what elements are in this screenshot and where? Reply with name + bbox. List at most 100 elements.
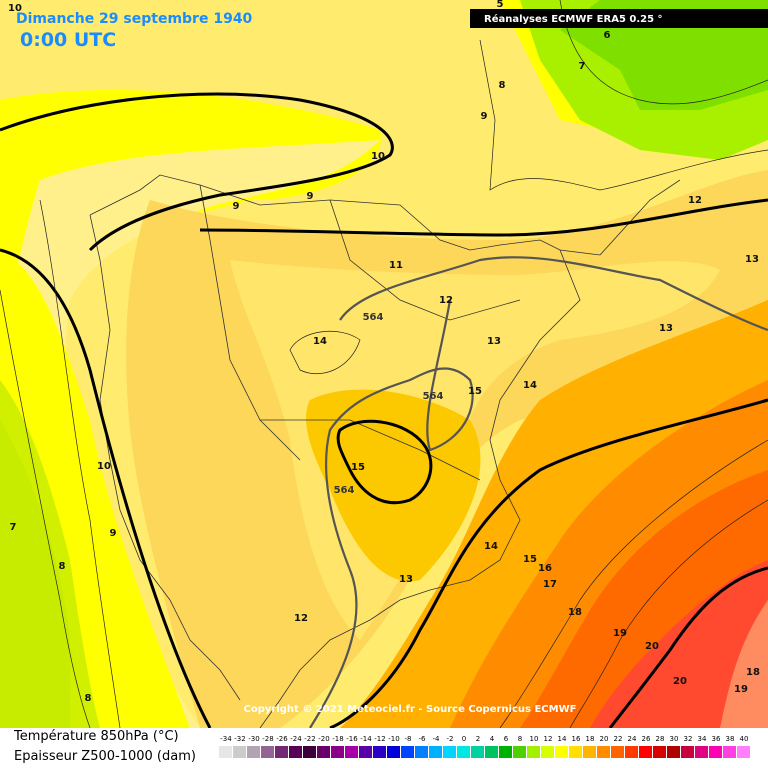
legend-value: 40: [740, 735, 749, 743]
contour-label: 20: [673, 676, 687, 687]
legend-swatch: [653, 746, 666, 758]
legend-swatch: [555, 746, 568, 758]
legend-value: -4: [433, 735, 441, 743]
contour-label: 7: [579, 61, 586, 72]
legend-swatch: [233, 746, 246, 758]
legend-swatch: [625, 746, 638, 758]
contour-label: 13: [399, 574, 413, 585]
legend-value: 4: [490, 735, 495, 743]
legend-value: 0: [462, 735, 466, 743]
contour-label: 11: [389, 260, 403, 271]
legend-swatch: [443, 746, 456, 758]
legend-value: 6: [504, 735, 509, 743]
contour-label: 15: [351, 462, 365, 473]
legend-value: -32: [234, 735, 245, 743]
legend-swatch: [471, 746, 484, 758]
legend-swatch: [219, 746, 232, 758]
thickness-line: [309, 256, 768, 729]
legend-value: -2: [447, 735, 454, 743]
legend-value: 26: [642, 735, 651, 743]
legend-value: 10: [530, 735, 539, 743]
contour-label: 18: [568, 607, 582, 618]
legend-value: 12: [544, 735, 553, 743]
contour-label: 8: [59, 561, 66, 572]
legend-value: 24: [628, 735, 637, 743]
legend-swatch: [499, 746, 512, 758]
legend-swatch: [527, 746, 540, 758]
legend-swatch: [737, 746, 750, 758]
contour-label: 10: [97, 461, 111, 472]
contour-label: 13: [745, 254, 759, 265]
contour-label: 9: [110, 528, 117, 539]
contour-label: 12: [439, 295, 453, 306]
contour-label: 15: [468, 386, 482, 397]
contour-label: 14: [313, 336, 327, 347]
legend-swatch: [247, 746, 260, 758]
copyright: Copyright © 2021 Meteociel.fr - Source C…: [244, 704, 577, 715]
contour-label: 8: [85, 693, 92, 704]
legend-value: 14: [558, 735, 567, 743]
legend-value: -16: [346, 735, 358, 743]
contour-label: 13: [659, 323, 673, 334]
contour-label: 5: [497, 0, 504, 10]
legend-swatch: [401, 746, 414, 758]
contour-label: 19: [734, 684, 748, 695]
legend-value: 38: [726, 735, 735, 743]
contour-label: 7: [10, 522, 17, 533]
legend-swatch: [639, 746, 652, 758]
isotherm-thin: [0, 0, 768, 729]
legend-value: -28: [262, 735, 273, 743]
legend-value: -34: [220, 735, 232, 743]
legend-value: -14: [360, 735, 372, 743]
contour-label: 10: [8, 3, 22, 14]
contour-label: 15: [523, 554, 537, 565]
legend-swatch: [541, 746, 554, 758]
contour-label: 13: [487, 336, 501, 347]
legend-value: 16: [572, 735, 581, 743]
legend-swatch: [359, 746, 372, 758]
legend-swatch: [387, 746, 400, 758]
legend-swatch: [429, 746, 442, 758]
temperature-field: [0, 0, 768, 728]
time-title: 0:00 UTC: [20, 29, 116, 51]
legend-swatch: [611, 746, 624, 758]
legend-value: 2: [476, 735, 480, 743]
legend-swatch: [331, 746, 344, 758]
legend-swatch: [681, 746, 694, 758]
contour-label: 12: [294, 613, 308, 624]
legend-value: -22: [304, 735, 315, 743]
legend-swatch: [457, 746, 470, 758]
legend-swatch: [289, 746, 302, 758]
legend-swatch: [373, 746, 386, 758]
legend-value: -20: [318, 735, 329, 743]
contour-label: 14: [523, 380, 537, 391]
legend-scale: -34 -32 -30 -28 -26 -24 -22 -20 -18 -16 -14 -12 -10-…: [219, 735, 750, 758]
date-title: Dimanche 29 septembre 1940: [16, 11, 253, 27]
contour-label: 12: [688, 195, 702, 206]
source-box: [470, 9, 768, 28]
contour-label: 17: [543, 579, 557, 590]
legend-value: -30: [248, 735, 259, 743]
contour-label: 564: [334, 485, 355, 496]
contour-label: 9: [307, 191, 314, 202]
contour-label: 14: [484, 541, 498, 552]
legend-swatch: [485, 746, 498, 758]
legend-swatch: [709, 746, 722, 758]
legend-swatch: [415, 746, 428, 758]
contour-label: 20: [645, 641, 659, 652]
legend-value: 30: [670, 735, 679, 743]
contour-label: 10: [371, 151, 385, 162]
legend-value: -24: [290, 735, 302, 743]
legend-swatch: [513, 746, 526, 758]
legend-value: 18: [586, 735, 595, 743]
legend-value: 34: [698, 735, 707, 743]
legend-value: 28: [656, 735, 665, 743]
contour-label: 9: [233, 201, 240, 212]
legend-value: -10: [388, 735, 399, 743]
contour-label: 9: [481, 111, 488, 122]
legend-swatch: [597, 746, 610, 758]
contour-label: 564: [363, 312, 384, 323]
source-label: Réanalyses ECMWF ERA5 0.25 °: [484, 13, 663, 25]
contour-label: 6: [604, 30, 611, 41]
